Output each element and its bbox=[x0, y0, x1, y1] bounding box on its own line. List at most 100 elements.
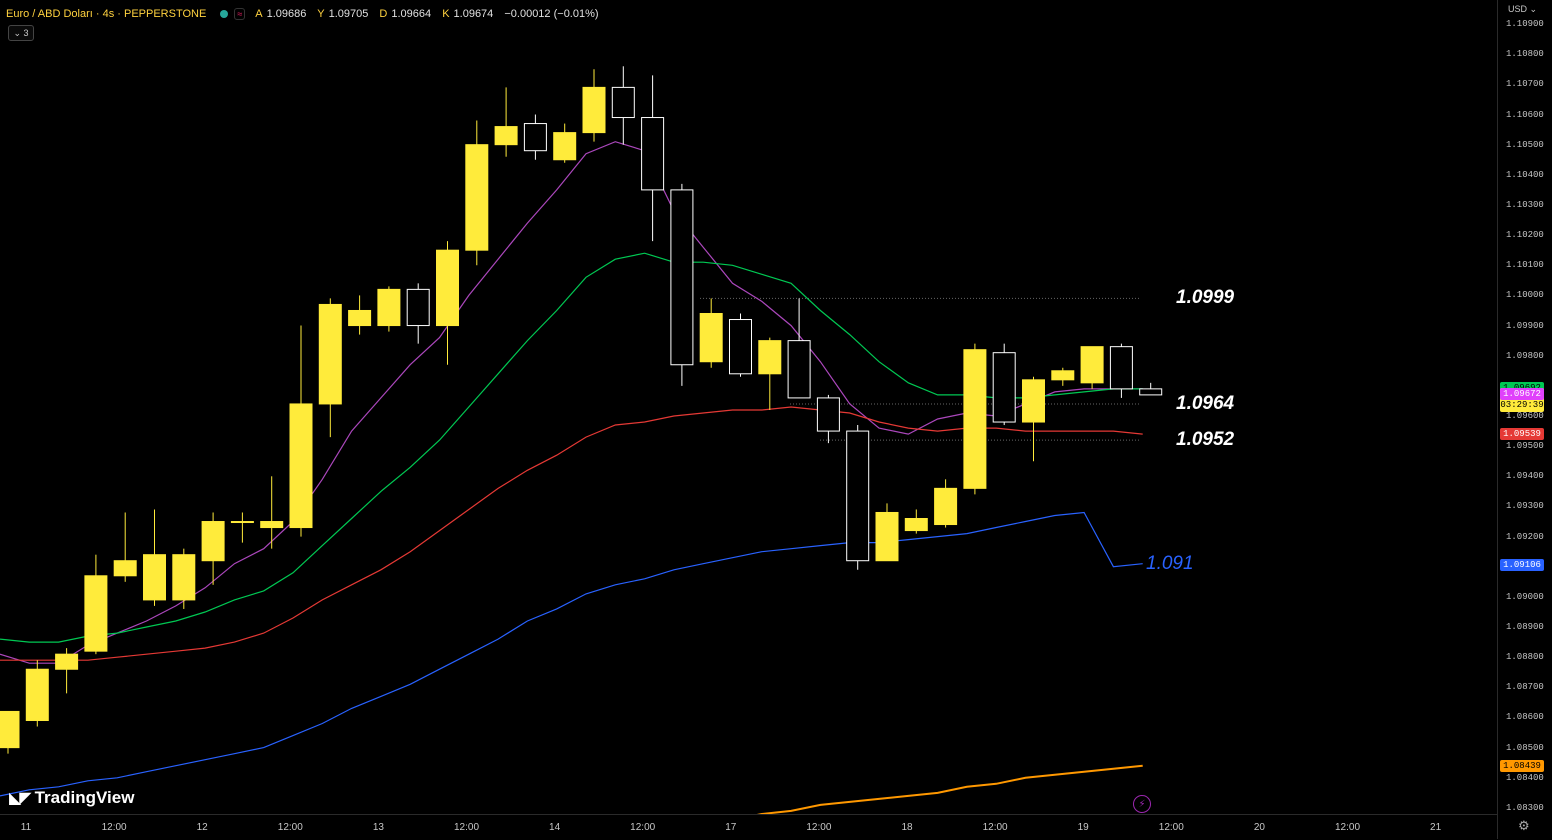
price-tick-label: 1.09300 bbox=[1506, 501, 1544, 512]
candle-body bbox=[1139, 388, 1163, 396]
price-tick-label: 1.10500 bbox=[1506, 139, 1544, 150]
candle-body bbox=[260, 521, 284, 529]
lightning-icon[interactable]: ⚡ bbox=[1133, 795, 1151, 813]
price-tick-label: 1.09200 bbox=[1506, 531, 1544, 542]
ohlc-high-key: Y bbox=[317, 8, 325, 20]
indicators-collapse-button[interactable]: ⌄ 3 bbox=[8, 25, 34, 41]
candle-body bbox=[992, 352, 1016, 423]
candle-body bbox=[348, 309, 372, 327]
bar-countdown: 03:29:39 bbox=[1500, 399, 1544, 410]
time-tick-label: 11 bbox=[20, 822, 32, 833]
time-tick-label: 19 bbox=[1077, 822, 1089, 833]
price-tick-label: 1.10100 bbox=[1506, 260, 1544, 271]
currency-selector[interactable]: USD ⌄ bbox=[1508, 4, 1538, 14]
price-tick-label: 1.09000 bbox=[1506, 591, 1544, 602]
candle-body bbox=[641, 117, 665, 191]
candle-body bbox=[963, 349, 987, 489]
price-tick-label: 1.08500 bbox=[1506, 742, 1544, 753]
price-badge-value: 1.09539 bbox=[1503, 429, 1541, 440]
ohlc-values: A 1.09686 Y 1.09705 D 1.09664 K 1.09674 −0.0… bbox=[255, 8, 606, 20]
candle-body bbox=[699, 312, 723, 363]
tradingview-logo-icon: ◣◤ bbox=[9, 790, 32, 807]
candle-body bbox=[201, 521, 225, 562]
time-tick-label: 12:00 bbox=[1334, 822, 1361, 833]
candle-body bbox=[875, 511, 899, 562]
time-tick-label: 12:00 bbox=[453, 822, 480, 833]
candle-body bbox=[1022, 379, 1045, 423]
time-tick-label: 12:00 bbox=[982, 822, 1008, 833]
candle-body bbox=[846, 430, 870, 562]
price-axis[interactable]: USD ⌄ 1.10900 1.10800 1.10700 1.10600 1.1050… bbox=[1497, 0, 1552, 839]
compare-icon[interactable]: ≈ bbox=[234, 8, 246, 20]
candle-body bbox=[377, 288, 401, 327]
time-tick-label: 14 bbox=[549, 822, 561, 833]
price-tick-label: 1.10900 bbox=[1506, 19, 1544, 30]
price-tick-label: 1.09400 bbox=[1506, 471, 1544, 482]
time-tick-label: 17 bbox=[725, 822, 737, 833]
price-tick-label: 1.10300 bbox=[1506, 199, 1544, 210]
price-tick-label: 1.09500 bbox=[1506, 441, 1544, 452]
price-badge-value: 1.08439 bbox=[1503, 761, 1541, 772]
candle-body bbox=[523, 123, 547, 152]
symbol-title[interactable]: Euro / ABD Doları · 4s · PEPPERSTONE bbox=[6, 8, 207, 20]
candle-body bbox=[436, 249, 459, 327]
price-badge: 1.09106 bbox=[1500, 558, 1544, 571]
candle-body bbox=[553, 132, 577, 161]
price-badge-value: 1.09106 bbox=[1503, 559, 1541, 570]
time-tick-label: 12 bbox=[196, 822, 208, 833]
candle-body bbox=[934, 487, 958, 526]
time-tick-label: 13 bbox=[372, 822, 384, 833]
candle-body bbox=[611, 86, 635, 119]
price-tick-label: 1.10000 bbox=[1506, 290, 1544, 301]
candle-body bbox=[84, 575, 108, 652]
moving-average-line bbox=[0, 511, 1143, 797]
time-tick-label: 12:00 bbox=[630, 822, 656, 833]
tradingview-logo[interactable]: ◣◤ TradingView bbox=[9, 788, 134, 808]
candle-body bbox=[25, 668, 49, 721]
candle-body bbox=[729, 319, 752, 375]
moving-average-line bbox=[0, 406, 1143, 661]
candle-body bbox=[582, 86, 606, 134]
time-tick-label: 21 bbox=[1430, 822, 1442, 833]
market-status-icon bbox=[220, 10, 229, 18]
price-tick-label: 1.10800 bbox=[1506, 49, 1544, 60]
price-tick-label: 1.10700 bbox=[1506, 79, 1544, 90]
moving-average-line bbox=[756, 764, 1143, 814]
level-price-label[interactable]: 1.0964 bbox=[1176, 392, 1235, 414]
time-axis[interactable]: 11 12:00 12 12:00 13 12:00 14 12:00 17 12:00 18 12:… bbox=[0, 814, 1497, 840]
time-tick-label: 18 bbox=[901, 822, 913, 833]
candle-body bbox=[904, 518, 928, 532]
candlestick-chart[interactable] bbox=[0, 0, 1497, 814]
ohlc-close-value: 1.09674 bbox=[453, 8, 494, 20]
price-tick-label: 1.08600 bbox=[1506, 712, 1544, 723]
price-tick-label: 1.08900 bbox=[1506, 622, 1544, 633]
candle-body bbox=[143, 554, 166, 601]
price-tick-label: 1.10200 bbox=[1506, 230, 1544, 241]
candle-body bbox=[113, 560, 137, 577]
ohlc-open-value: 1.09686 bbox=[266, 8, 307, 20]
price-tick-label: 1.08300 bbox=[1506, 802, 1544, 813]
candle-body bbox=[787, 340, 811, 399]
price-tick-label: 1.08800 bbox=[1506, 652, 1544, 663]
ohlc-change-value: −0.00012 (−0.01%) bbox=[504, 8, 599, 20]
ohlc-open-key: A bbox=[255, 8, 263, 20]
level-price-label[interactable]: 1.091 bbox=[1146, 552, 1194, 574]
level-price-label[interactable]: 1.0999 bbox=[1176, 287, 1235, 309]
level-price-label[interactable]: 1.0952 bbox=[1176, 429, 1235, 451]
price-tick-label: 1.10400 bbox=[1506, 169, 1544, 180]
time-tick-label: 12:00 bbox=[1158, 822, 1184, 833]
candle-body bbox=[494, 126, 518, 146]
candle-body bbox=[230, 521, 254, 524]
ohlc-low-key: D bbox=[379, 8, 388, 20]
candle-body bbox=[0, 710, 20, 749]
time-tick-label: 20 bbox=[1253, 822, 1265, 833]
candle-body bbox=[55, 653, 79, 670]
candle-body bbox=[816, 397, 840, 432]
time-tick-label: 12:00 bbox=[806, 822, 832, 833]
time-tick-label: 12:00 bbox=[277, 822, 303, 833]
candle-body bbox=[289, 403, 313, 529]
price-tick-label: 1.08400 bbox=[1506, 772, 1544, 783]
candle-body bbox=[406, 288, 430, 327]
gear-icon[interactable]: ⚙ bbox=[1518, 818, 1530, 833]
